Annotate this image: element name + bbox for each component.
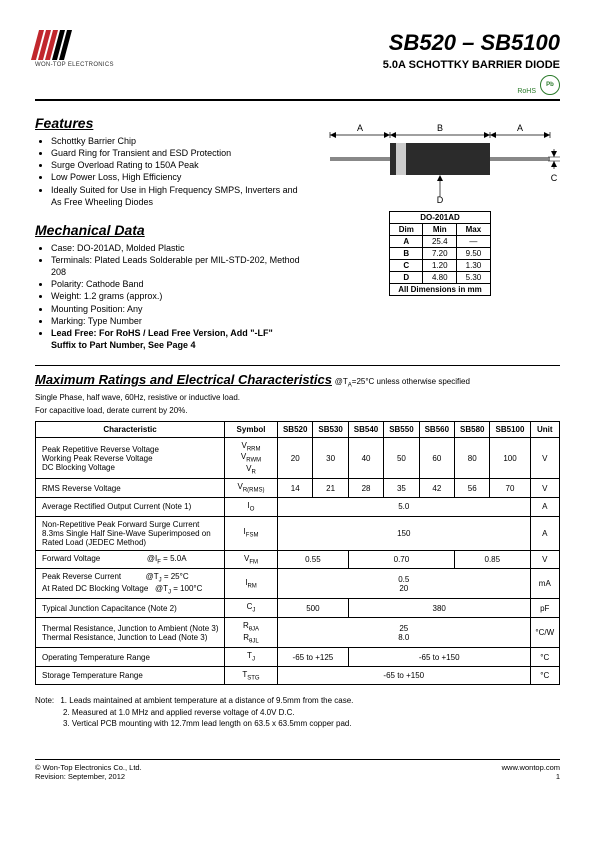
footnotes: Note: 1. Leads maintained at ambient tem… [35,695,560,729]
svg-text:A: A [357,123,363,133]
dim-table-footer: All Dimensions in mm [390,284,491,296]
divider [35,99,560,101]
ratings-note-2: For capacitive load, derate current by 2… [35,406,560,415]
rohs-icon: RoHS [517,88,536,95]
feature-item: Schottky Barrier Chip [51,135,300,147]
ratings-table: CharacteristicSymbolSB520SB530SB540SB550… [35,421,560,686]
notes-prefix: Note: [35,696,54,705]
feature-item: Guard Ring for Transient and ESD Protect… [51,147,300,159]
mechanical-item: Lead Free: For RoHS / Lead Free Version,… [51,327,300,351]
ratings-note-1: Single Phase, half wave, 60Hz, resistive… [35,393,560,402]
svg-text:C: C [551,173,558,183]
ratings-heading: Maximum Ratings and Electrical Character… [35,372,332,387]
part-subtitle: 5.0A SCHOTTKY BARRIER DIODE [383,59,560,71]
dimension-table: DO-201AD DimMinMax A25.4—B7.209.50C1.201… [389,211,491,296]
ratings-condition: @TA=25°C unless otherwise specified [335,377,470,386]
mechanical-item: Weight: 1.2 grams (approx.) [51,290,300,302]
mechanical-item: Case: DO-201AD, Molded Plastic [51,242,300,254]
logo-icon [35,30,68,60]
footer-url: www.wontop.com [502,763,560,772]
mechanical-item: Terminals: Plated Leads Solderable per M… [51,254,300,278]
svg-text:D: D [437,195,444,205]
page-footer: © Won-Top Electronics Co., Ltd. Revision… [35,759,560,781]
features-list: Schottky Barrier ChipGuard Ring for Tran… [35,135,300,208]
logo-block: WON-TOP ELECTRONICS [35,30,114,68]
feature-item: Surge Overload Rating to 150A Peak [51,159,300,171]
mechanical-list: Case: DO-201AD, Molded PlasticTerminals:… [35,242,300,351]
company-name: WON-TOP ELECTRONICS [35,62,114,68]
mechanical-item: Polarity: Cathode Band [51,278,300,290]
svg-text:B: B [437,123,443,133]
divider [35,365,560,366]
svg-text:A: A [517,123,523,133]
feature-item: Low Power Loss, High Efficiency [51,171,300,183]
footer-right: www.wontop.com 1 [502,763,560,781]
part-title: SB520 – SB5100 [383,30,560,56]
feature-item: Ideally Suited for Use in High Frequency… [51,184,300,208]
mechanical-heading: Mechanical Data [35,222,300,238]
ratings-header: Maximum Ratings and Electrical Character… [35,372,560,389]
pb-free-icon: Pb [540,75,560,95]
features-heading: Features [35,115,300,131]
package-diagram: A B A [320,115,560,205]
footer-left: © Won-Top Electronics Co., Ltd. Revision… [35,763,142,781]
mechanical-item: Marking: Type Number [51,315,300,327]
title-block: SB520 – SB5100 5.0A SCHOTTKY BARRIER DIO… [383,30,560,95]
dim-table-title: DO-201AD [390,212,491,224]
mechanical-item: Mounting Position: Any [51,303,300,315]
compliance-badges: RoHS Pb [383,75,560,95]
copyright: © Won-Top Electronics Co., Ltd. [35,763,142,772]
revision: Revision: September, 2012 [35,772,142,781]
header: WON-TOP ELECTRONICS SB520 – SB5100 5.0A … [35,30,560,95]
page-number: 1 [502,772,560,781]
